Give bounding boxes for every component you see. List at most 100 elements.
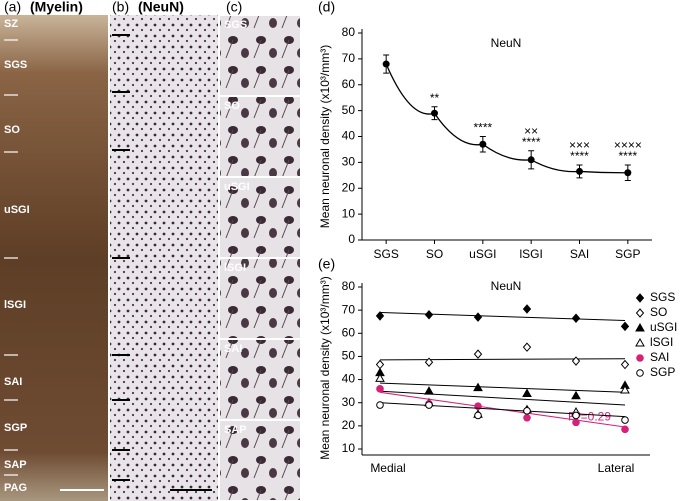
- trend-line: [379, 358, 626, 361]
- data-point: [621, 416, 629, 424]
- layer-label: SZ: [4, 18, 18, 30]
- layer-label: SAP: [4, 459, 27, 471]
- y-tick-label: 80: [342, 279, 356, 293]
- trend-line: [379, 382, 626, 393]
- x-tick-label: lSGI: [519, 247, 542, 261]
- data-point: [424, 386, 434, 395]
- data-point: [522, 342, 532, 352]
- panel-label: (c): [226, 0, 242, 15]
- panel-title: (NeuN): [138, 0, 184, 15]
- data-point: [473, 382, 483, 392]
- x-tick-label: uSGI: [469, 247, 496, 261]
- y-tick-label: 10: [342, 441, 356, 455]
- y-tick-label: 50: [342, 103, 356, 117]
- x-tick-label: Medial: [370, 461, 405, 475]
- data-point: [620, 321, 630, 332]
- y-axis-label: Mean neuronal density (x10³/mm³): [318, 45, 332, 228]
- data-point: [424, 357, 434, 367]
- data-point: [527, 156, 535, 164]
- micrographs: [0, 15, 218, 501]
- layer-label: SAI: [4, 376, 22, 388]
- tile-label: uSGI: [224, 181, 250, 193]
- tile-label: SAI: [224, 343, 242, 355]
- y-tick-label: 70: [342, 51, 356, 65]
- x-tick-label: SGP: [615, 247, 640, 261]
- y-tick-label: 30: [342, 395, 356, 409]
- data-point: [576, 167, 583, 175]
- y-tick-label: 40: [342, 129, 356, 143]
- y-tick-label: 40: [342, 372, 356, 386]
- panel-label: (e): [318, 256, 335, 272]
- legend-label: SGS: [650, 290, 675, 304]
- x-tick-label: SAI: [570, 247, 589, 261]
- legend-marker: [635, 293, 645, 303]
- tile-label: SAP: [224, 424, 247, 436]
- tile-label: SGS: [224, 19, 247, 31]
- chart-title: NeuN: [491, 279, 522, 293]
- x-tick-label: SO: [426, 247, 443, 261]
- chart-title: NeuN: [491, 36, 522, 50]
- data-point: [473, 349, 483, 359]
- data-point: [376, 401, 384, 409]
- significance: ****: [570, 149, 589, 163]
- data-point: [572, 411, 580, 420]
- y-axis-label: Mean neuronal density (x10³/mm³): [318, 276, 332, 459]
- tile-image: [220, 340, 300, 419]
- layer-label: SGS: [4, 59, 27, 71]
- data-point: [474, 411, 482, 420]
- tile-image: [220, 178, 300, 257]
- y-tick-label: 70: [342, 302, 356, 316]
- layer-label: PAG: [4, 482, 27, 494]
- trend-line: [379, 311, 626, 322]
- layer-label: lSGI: [4, 299, 26, 311]
- data-point: [375, 359, 385, 370]
- data-point: [376, 385, 384, 393]
- data-line: [385, 63, 628, 174]
- data-point: [624, 169, 632, 177]
- layer-label: SO: [4, 124, 20, 136]
- y-tick-label: 0: [348, 232, 355, 246]
- panel-label: (b): [112, 0, 129, 15]
- y-tick-label: 80: [342, 25, 356, 39]
- significance: **: [430, 91, 440, 105]
- tile-image: [220, 97, 300, 176]
- tile-image: [220, 259, 300, 338]
- legend-label: SO: [650, 305, 667, 319]
- y-tick-label: 20: [342, 418, 356, 432]
- data-point: [479, 140, 487, 148]
- tile-label: lSGI: [224, 262, 246, 274]
- data-point: [473, 312, 483, 322]
- panel-label: (d): [318, 0, 335, 15]
- y-tick-label: 60: [342, 77, 356, 91]
- data-point: [425, 401, 433, 409]
- data-point: [375, 373, 385, 382]
- legend-label: lSGI: [650, 335, 673, 349]
- legend-marker: [636, 354, 644, 362]
- data-point: [620, 384, 630, 394]
- layer-label: SGP: [4, 422, 27, 434]
- y-tick-label: 50: [342, 349, 356, 363]
- data-point: [571, 356, 581, 366]
- data-point: [375, 311, 385, 321]
- tile-image: [220, 421, 300, 500]
- layer-label: uSGI: [4, 204, 30, 216]
- y-tick-label: 10: [342, 206, 356, 220]
- legend-label: SGP: [650, 365, 675, 379]
- y-tick-label: 20: [342, 180, 356, 194]
- y-tick-label: 60: [342, 325, 356, 339]
- significance: ****: [473, 121, 492, 135]
- tile-image: [220, 16, 300, 95]
- data-point: [523, 413, 531, 422]
- legend-label: uSGI: [650, 320, 677, 334]
- legend-marker: [635, 322, 645, 332]
- panel-label: (a): [4, 0, 21, 15]
- legend-label: SAI: [650, 350, 669, 364]
- y-tick-label: 30: [342, 155, 356, 169]
- x-tick-label: SGS: [373, 247, 398, 261]
- panel-title: (Myelin): [30, 0, 83, 15]
- data-point: [431, 109, 438, 117]
- tile-label: SO: [224, 100, 240, 112]
- data-point: [621, 425, 629, 434]
